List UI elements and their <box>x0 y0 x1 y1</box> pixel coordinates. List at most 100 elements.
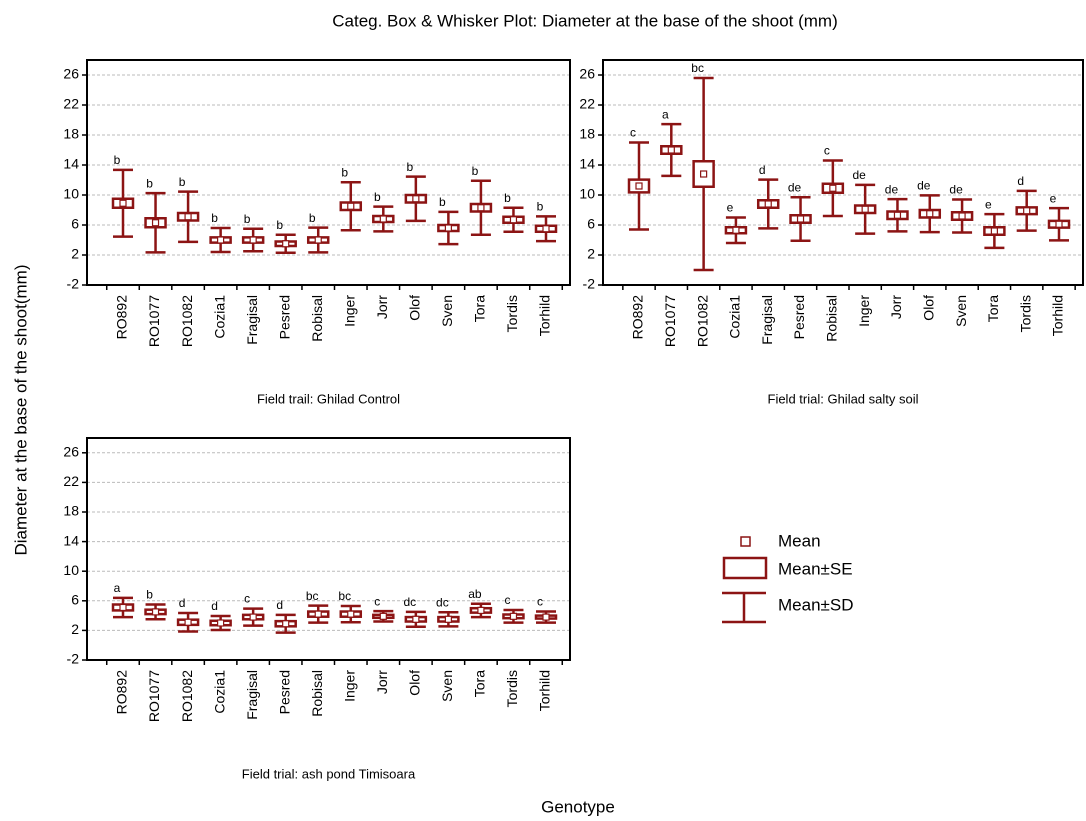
x-tick-label: RO1082 <box>179 670 195 722</box>
x-tick-label: Inger <box>856 295 872 327</box>
mean-marker <box>509 612 518 620</box>
significance-label: b <box>407 160 414 174</box>
mean-marker <box>542 613 550 621</box>
y-tick-label: 6 <box>71 216 79 232</box>
x-tick-label: Torhild <box>1050 295 1066 336</box>
x-tick-label: RO1077 <box>662 295 678 347</box>
significance-label: c <box>537 595 543 609</box>
x-tick-label: Olof <box>407 670 423 696</box>
significance-label: bc <box>691 61 704 75</box>
panel-subtitle: Field trail: Ghilad Control <box>257 391 400 406</box>
y-tick-label: 22 <box>63 473 79 489</box>
x-tick-label: Torhild <box>537 670 553 711</box>
x-tick-label: Cozia1 <box>211 670 227 714</box>
x-tick-label: RO1077 <box>146 670 162 722</box>
mean-marker <box>926 210 934 218</box>
significance-label: b <box>439 195 446 209</box>
significance-label: d <box>1017 174 1024 188</box>
y-tick-label: 6 <box>71 592 79 608</box>
mean-marker <box>347 202 355 210</box>
significance-label: de <box>917 179 931 193</box>
x-tick-label: Robisal <box>309 295 325 342</box>
y-tick-label: 22 <box>63 96 79 112</box>
x-tick-label: RO1082 <box>694 295 710 347</box>
x-tick-label: RO892 <box>114 670 130 715</box>
significance-label: d <box>211 599 218 613</box>
x-tick-label: Robisal <box>309 670 325 717</box>
significance-label: ab <box>468 587 482 601</box>
significance-label: b <box>276 218 283 232</box>
significance-label: de <box>949 183 963 197</box>
legend-mean-symbol <box>740 536 751 547</box>
x-tick-label: Olof <box>407 295 423 321</box>
mean-marker <box>379 215 387 223</box>
significance-label: d <box>759 163 766 177</box>
mean-marker <box>412 195 420 203</box>
y-tick-label: 14 <box>579 156 595 172</box>
mean-marker <box>217 619 225 627</box>
y-tick-label: 2 <box>71 246 79 262</box>
legend-sd-symbol <box>722 591 766 624</box>
legend-se-symbol <box>722 556 768 580</box>
mean-marker <box>1055 220 1063 228</box>
x-tick-label: RO1077 <box>146 295 162 347</box>
x-tick-label: Cozia1 <box>211 295 227 339</box>
legend-label: Mean±SD <box>778 595 853 614</box>
x-tick-label: Pesred <box>276 295 292 339</box>
mean-marker <box>829 184 837 192</box>
significance-label: de <box>852 168 866 182</box>
significance-label: b <box>211 211 218 225</box>
x-tick-label: Inger <box>341 295 357 327</box>
significance-label: b <box>179 175 186 189</box>
legend: Mean Mean±SE Mean±SD <box>722 531 853 624</box>
y-tick-label: 2 <box>587 246 595 262</box>
x-tick-label: RO1082 <box>179 295 195 347</box>
plot-frame <box>602 59 1084 286</box>
plot-frame <box>86 437 571 661</box>
significance-label: bc <box>338 589 351 603</box>
significance-label: b <box>146 588 153 602</box>
mean-marker <box>444 615 452 623</box>
mean-marker <box>796 215 805 223</box>
x-tick-label: Cozia1 <box>727 295 743 339</box>
mean-marker <box>990 227 998 235</box>
x-tick-label: Jorr <box>374 295 390 319</box>
y-tick-label: 26 <box>63 66 79 82</box>
mean-marker <box>282 240 290 248</box>
x-tick-label: Sven <box>439 670 455 702</box>
significance-label: e <box>985 197 992 211</box>
significance-label: a <box>114 581 121 595</box>
mean-marker <box>314 236 322 244</box>
x-tick-label: Torhild <box>537 295 553 336</box>
mean-marker <box>444 224 452 232</box>
mean-marker <box>542 225 550 233</box>
y-tick-label: 22 <box>579 96 595 112</box>
mean-marker <box>1023 207 1031 215</box>
y-tick-label: -2 <box>583 276 596 292</box>
y-tick-label: 10 <box>63 562 79 578</box>
mean-marker <box>249 613 257 621</box>
significance-label: bc <box>306 589 319 603</box>
y-tick-label: 14 <box>63 532 79 548</box>
mean-marker <box>667 146 675 154</box>
legend-label: Mean±SE <box>778 559 853 578</box>
y-tick-label: 10 <box>579 186 595 202</box>
mean-marker <box>314 610 322 618</box>
y-tick-label: 14 <box>63 156 79 172</box>
significance-label: e <box>1050 191 1057 205</box>
chart-title: Categ. Box & Whisker Plot: Diameter at t… <box>332 11 837 30</box>
x-tick-label: Fragisal <box>244 670 260 720</box>
significance-label: b <box>146 176 153 190</box>
significance-label: b <box>244 212 251 226</box>
y-tick-label: -2 <box>67 651 80 667</box>
y-tick-label: 2 <box>71 621 79 637</box>
y-tick-label: 18 <box>63 126 79 142</box>
mean-marker <box>477 606 485 615</box>
x-tick-label: Jorr <box>374 670 390 694</box>
x-tick-label: Sven <box>953 295 969 327</box>
significance-label: c <box>374 594 380 608</box>
mean-marker <box>412 615 420 623</box>
x-tick-label: Tordis <box>504 295 520 332</box>
significance-label: d <box>179 596 186 610</box>
